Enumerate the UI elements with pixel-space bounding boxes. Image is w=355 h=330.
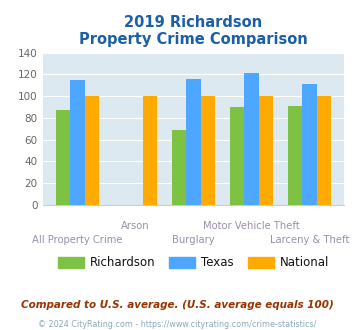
Bar <box>317 96 331 205</box>
Bar <box>230 107 244 205</box>
Text: Larceny & Theft: Larceny & Theft <box>270 235 349 245</box>
Bar <box>259 96 273 205</box>
Bar <box>172 130 186 205</box>
Bar <box>186 79 201 205</box>
Bar <box>143 96 157 205</box>
Bar <box>288 106 302 205</box>
Text: © 2024 CityRating.com - https://www.cityrating.com/crime-statistics/: © 2024 CityRating.com - https://www.city… <box>38 319 317 329</box>
Bar <box>302 84 317 205</box>
Bar <box>70 80 85 205</box>
Bar <box>56 110 70 205</box>
Bar <box>85 96 99 205</box>
Legend: Richardson, Texas, National: Richardson, Texas, National <box>53 251 334 274</box>
Text: All Property Crime: All Property Crime <box>32 235 123 245</box>
Bar <box>244 73 259 205</box>
Bar <box>201 96 215 205</box>
Text: Compared to U.S. average. (U.S. average equals 100): Compared to U.S. average. (U.S. average … <box>21 300 334 310</box>
Text: Arson: Arson <box>121 221 150 231</box>
Text: Motor Vehicle Theft: Motor Vehicle Theft <box>203 221 300 231</box>
Text: Burglary: Burglary <box>172 235 215 245</box>
Title: 2019 Richardson
Property Crime Comparison: 2019 Richardson Property Crime Compariso… <box>79 15 308 48</box>
